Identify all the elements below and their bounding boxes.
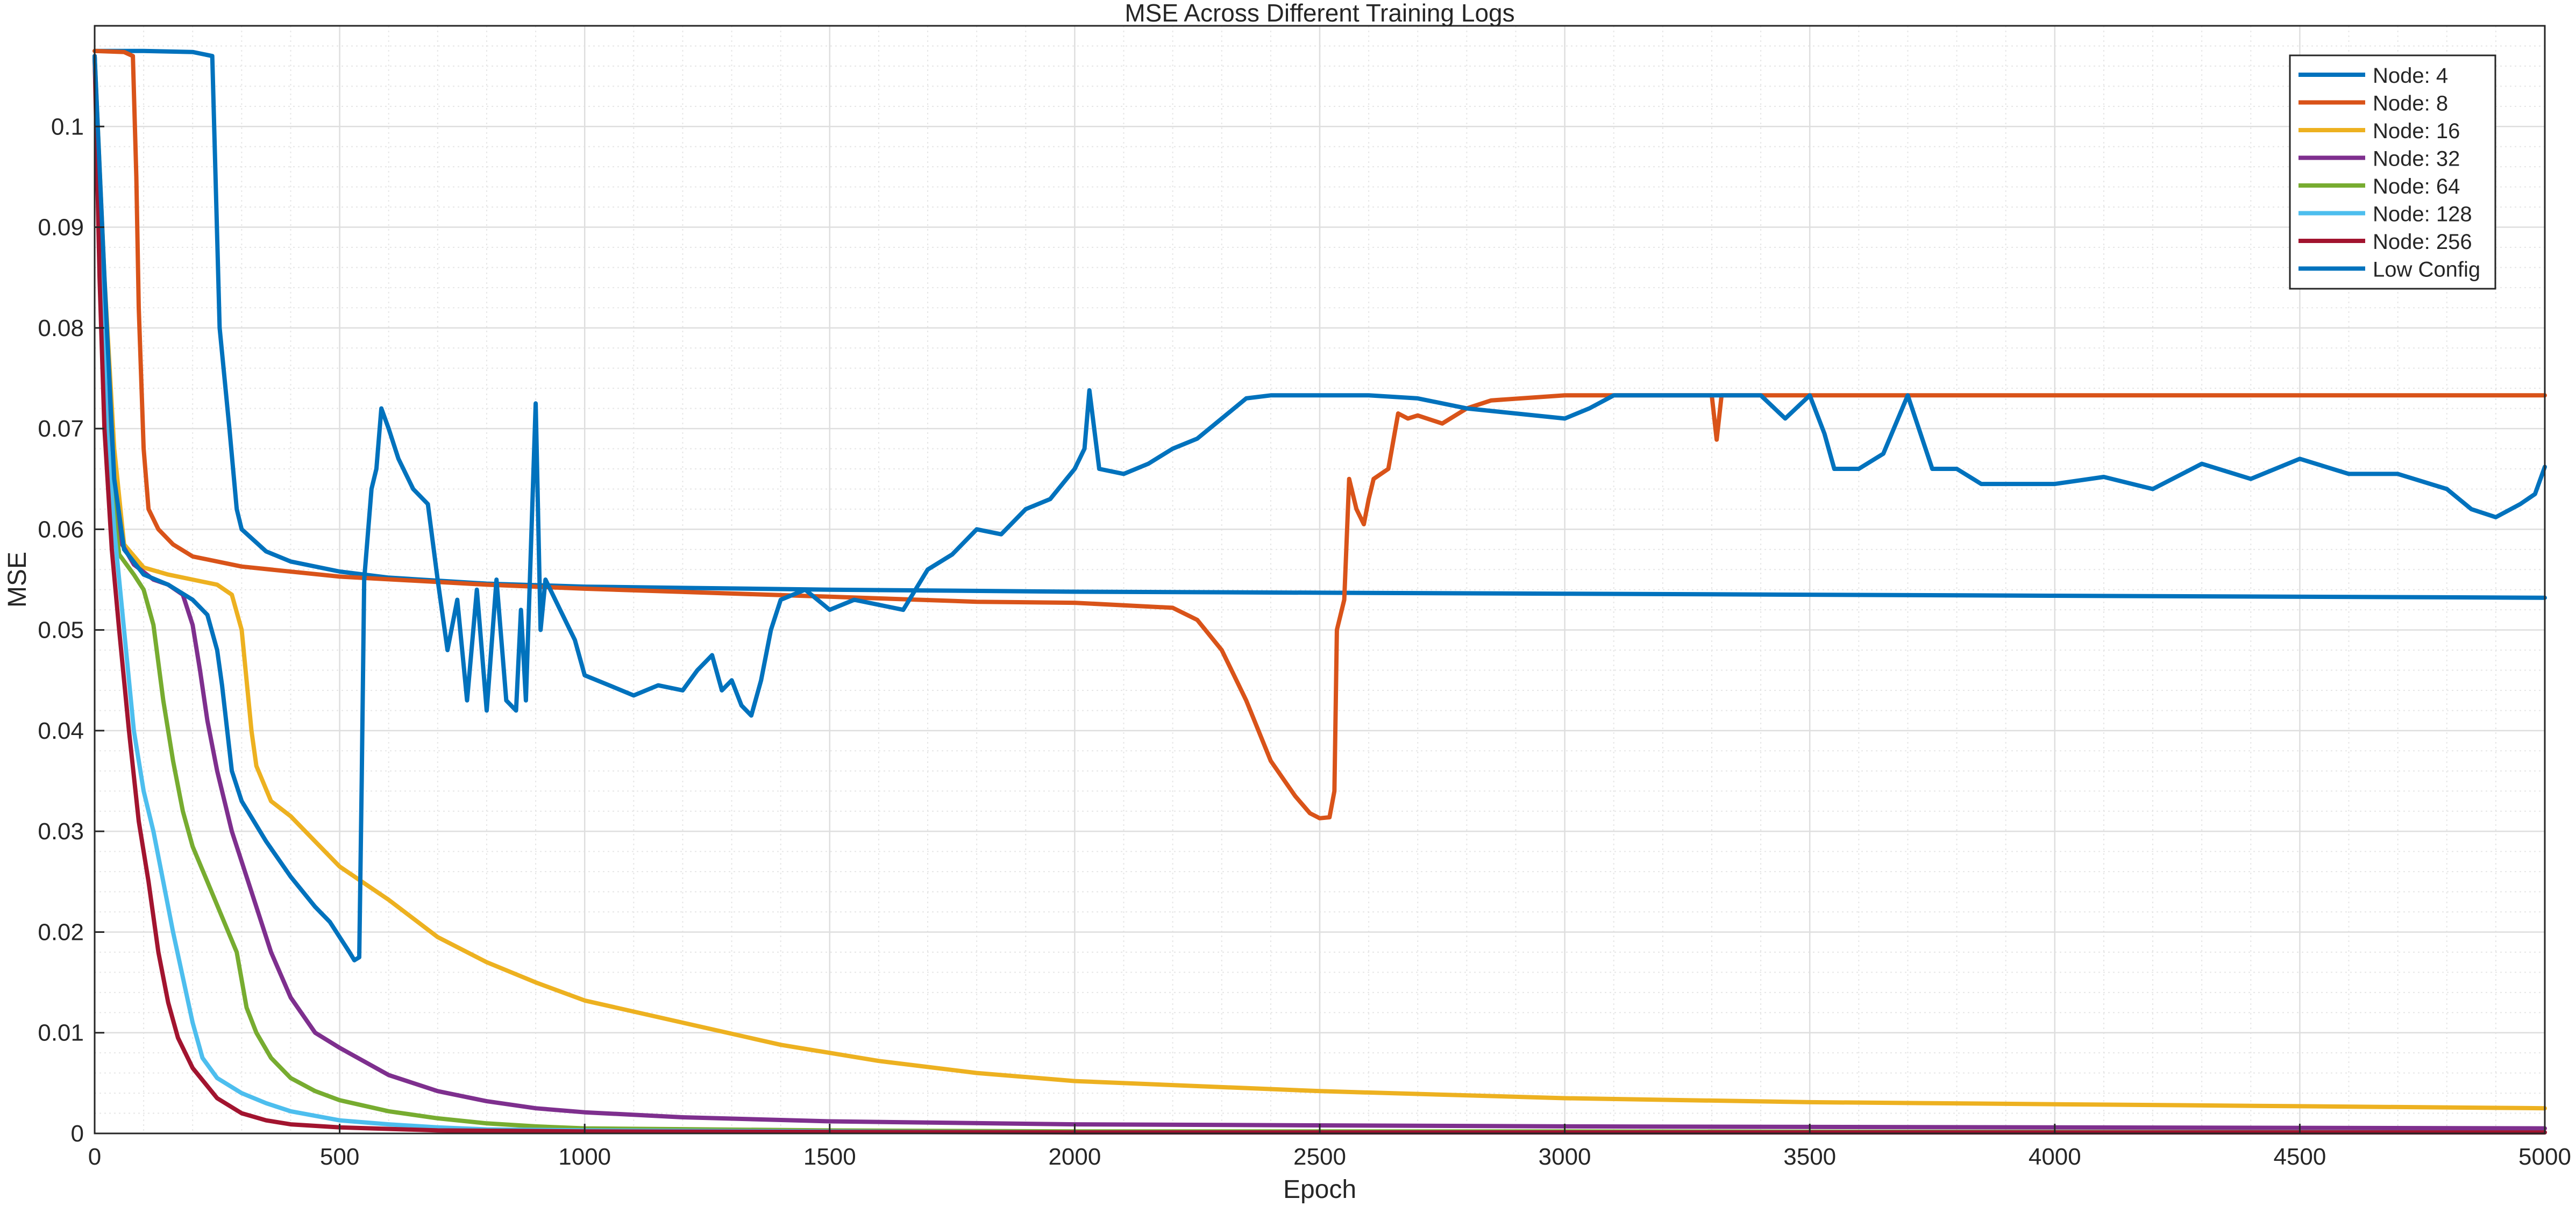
x-tick-label: 1500: [803, 1144, 856, 1170]
series-layer: [92, 48, 2547, 1135]
y-tick-label: 0.1: [51, 113, 84, 140]
x-tick-label: 3000: [1539, 1144, 1591, 1170]
y-tick-label: 0.01: [38, 1020, 84, 1046]
x-tick-label: 3500: [1783, 1144, 1836, 1170]
y-tick-label: 0.07: [38, 416, 84, 442]
x-tick-label: 1000: [558, 1144, 611, 1170]
x-tick-label: 2500: [1293, 1144, 1346, 1170]
legend-box: [2289, 54, 2496, 290]
y-tick-label: 0.09: [38, 215, 84, 241]
y-tick-label: 0.08: [38, 315, 84, 341]
y-tick-label: 0.06: [38, 516, 84, 543]
y-tick-label: 0.05: [38, 617, 84, 644]
x-axis-label: Epoch: [1283, 1175, 1356, 1204]
x-tick-label: 500: [320, 1144, 359, 1170]
legend-label: Node: 128: [2373, 203, 2472, 226]
y-axis-label: MSE: [3, 552, 32, 608]
x-tick-label: 4000: [2029, 1144, 2081, 1170]
series-line-8: [92, 54, 2547, 962]
series-line-1: [92, 48, 2547, 600]
series-line-2: [92, 48, 2547, 820]
x-tick-label: 5000: [2518, 1144, 2571, 1170]
legend-label: Node: 4: [2373, 64, 2448, 88]
series-line-5: [92, 54, 2547, 1135]
chart-title: MSE Across Different Training Logs: [1125, 0, 1514, 27]
legend-label: Node: 256: [2373, 230, 2472, 254]
y-tick-label: 0.03: [38, 818, 84, 845]
series-line-7: [92, 54, 2547, 1135]
legend-label: Node: 16: [2373, 119, 2460, 143]
x-tick-label: 4500: [2273, 1144, 2326, 1170]
y-axis-ticks: 0 0.01 0.02 0.03 0.04 0.05 0.06 0.07 0.08 0.09 0.1: [38, 113, 104, 1147]
y-tick-label: 0.02: [38, 919, 84, 945]
legend: Node: 4 Node: 8 Node: 16 Node: 32 Node: 64 No…: [2289, 54, 2496, 290]
legend-label: Node: 64: [2373, 175, 2460, 198]
x-tick-label: 0: [88, 1144, 101, 1170]
legend-label: Low Config: [2373, 258, 2480, 282]
x-tick-label: 2000: [1048, 1144, 1101, 1170]
series-line-3: [92, 54, 2547, 1111]
x-axis-ticks: 0 500 1000 1500 2000 2500 3000 3500 4000 4500 5000: [88, 1124, 2571, 1170]
y-tick-label: 0.04: [38, 718, 84, 744]
legend-label: Node: 32: [2373, 147, 2460, 171]
y-tick-label: 0: [71, 1121, 84, 1147]
legend-label: Node: 8: [2373, 92, 2448, 116]
